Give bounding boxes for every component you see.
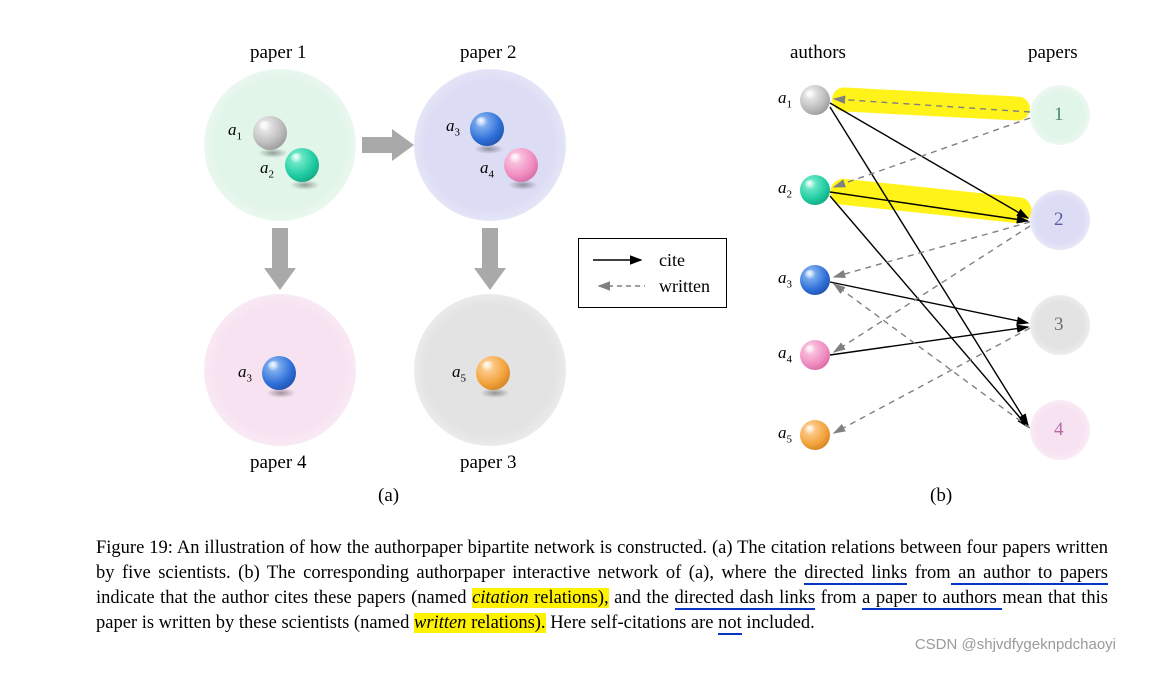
cap-hl2-it: written [414,613,466,633]
b-a1-ball [800,85,830,115]
watermark-text: CSDN @shjvdfygeknpdchaoyi [915,636,1116,653]
header-papers: papers [1028,42,1078,64]
figure-caption: Figure 19: An illustration of how the au… [96,536,1108,636]
panel-b-label: (b) [930,485,952,507]
header-authors: authors [790,42,846,64]
cap-ul3: directed dash links [675,588,816,610]
b-a1-label: a1 [778,88,792,110]
cap-tail2: included. [742,613,815,633]
b-a2-ball [800,175,830,205]
b-a3-label: a3 [778,268,792,290]
highlight-a1-p1 [832,87,1031,121]
b-paper-1-num: 1 [1054,104,1064,126]
b-a5-label: a5 [778,423,792,445]
cap-ul1: directed links [804,563,907,585]
cap-m2: indicate that the author cites these pap… [96,588,472,608]
cap-tail: Here self-citations are [546,613,719,633]
cap-ul5: not [718,613,742,635]
bipartite-links [0,0,1168,520]
panel-b: authors papers a1 a2 a3 a4 a5 1 2 3 [0,0,1168,520]
cap-hl1: citation relations), [472,588,609,608]
cap-m1: from [907,563,950,583]
b-paper-4-num: 4 [1054,419,1064,441]
b-a2-label: a2 [778,178,792,200]
b-a5-ball [800,420,830,450]
b-a3-ball [800,265,830,295]
highlight-a2-p2 [829,178,1033,225]
cap-hl2: written relations). [414,613,546,633]
cap-hl2b: relations). [466,613,545,633]
cap-hl1-it: citation [472,588,529,608]
cap-prefix: Figure 19: [96,538,173,558]
cap-m4: from [815,588,862,608]
cap-m3: and the [609,588,675,608]
b-a4-label: a4 [778,343,792,365]
b-paper-2-num: 2 [1054,209,1064,231]
b-paper-3-num: 3 [1054,314,1064,336]
cap-ul2: an author to papers [951,563,1108,585]
cap-ul4: a paper to authors [862,588,1002,610]
cap-hl1b: relations), [529,588,609,608]
b-a4-ball [800,340,830,370]
